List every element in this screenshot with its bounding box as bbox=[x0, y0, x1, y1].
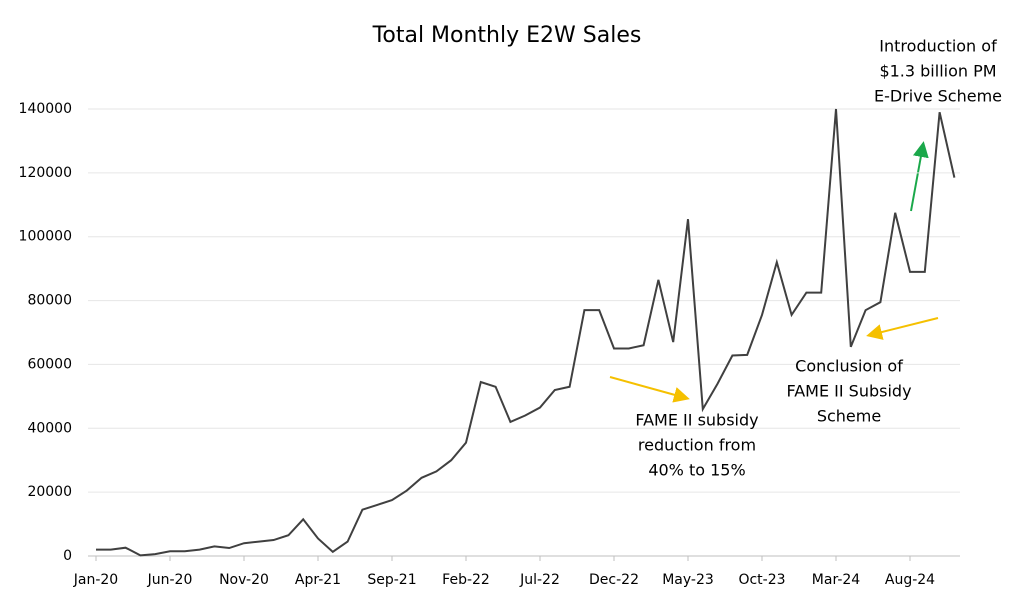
annotation: FAME II subsidy bbox=[635, 411, 758, 430]
x-tick-label: Dec-22 bbox=[589, 572, 639, 588]
x-tick-label: Jan-20 bbox=[73, 572, 118, 588]
annotation: Conclusion of bbox=[795, 357, 903, 376]
annotation: Introduction of bbox=[879, 37, 997, 56]
x-tick-label: Aug-24 bbox=[885, 572, 935, 588]
x-tick-label: Sep-21 bbox=[367, 572, 416, 588]
annotation: FAME II Subsidy bbox=[786, 382, 911, 401]
annotation: Scheme bbox=[817, 407, 881, 426]
x-tick-label: Feb-22 bbox=[442, 572, 490, 588]
y-tick-label: 100000 bbox=[19, 229, 72, 245]
annotation: $1.3 billion PM bbox=[879, 62, 996, 81]
annotation: 40% to 15% bbox=[648, 461, 745, 480]
y-tick-label: 40000 bbox=[27, 420, 72, 436]
x-tick-label: Jul-22 bbox=[519, 572, 560, 588]
chart-title: Total Monthly E2W Sales bbox=[372, 23, 642, 48]
x-tick-label: Oct-23 bbox=[738, 572, 785, 588]
x-tick-label: Jun-20 bbox=[147, 572, 193, 588]
y-tick-label: 20000 bbox=[27, 484, 72, 500]
y-tick-label: 140000 bbox=[19, 101, 72, 117]
y-tick-label: 120000 bbox=[19, 165, 72, 181]
annotation: reduction from bbox=[638, 436, 756, 455]
arrow bbox=[866, 317, 939, 340]
y-tick-label: 80000 bbox=[27, 293, 72, 309]
x-tick-label: Nov-20 bbox=[219, 572, 269, 588]
arrow bbox=[609, 376, 690, 403]
arrow bbox=[910, 141, 929, 212]
x-tick-label: May-23 bbox=[662, 572, 714, 588]
line-series bbox=[96, 108, 956, 557]
y-tick-label: 0 bbox=[63, 548, 72, 564]
x-tick-label: Mar-24 bbox=[812, 572, 860, 588]
annotation: E-Drive Scheme bbox=[874, 87, 1002, 106]
x-tick-label: Apr-21 bbox=[295, 572, 341, 588]
y-tick-label: 60000 bbox=[27, 356, 72, 372]
